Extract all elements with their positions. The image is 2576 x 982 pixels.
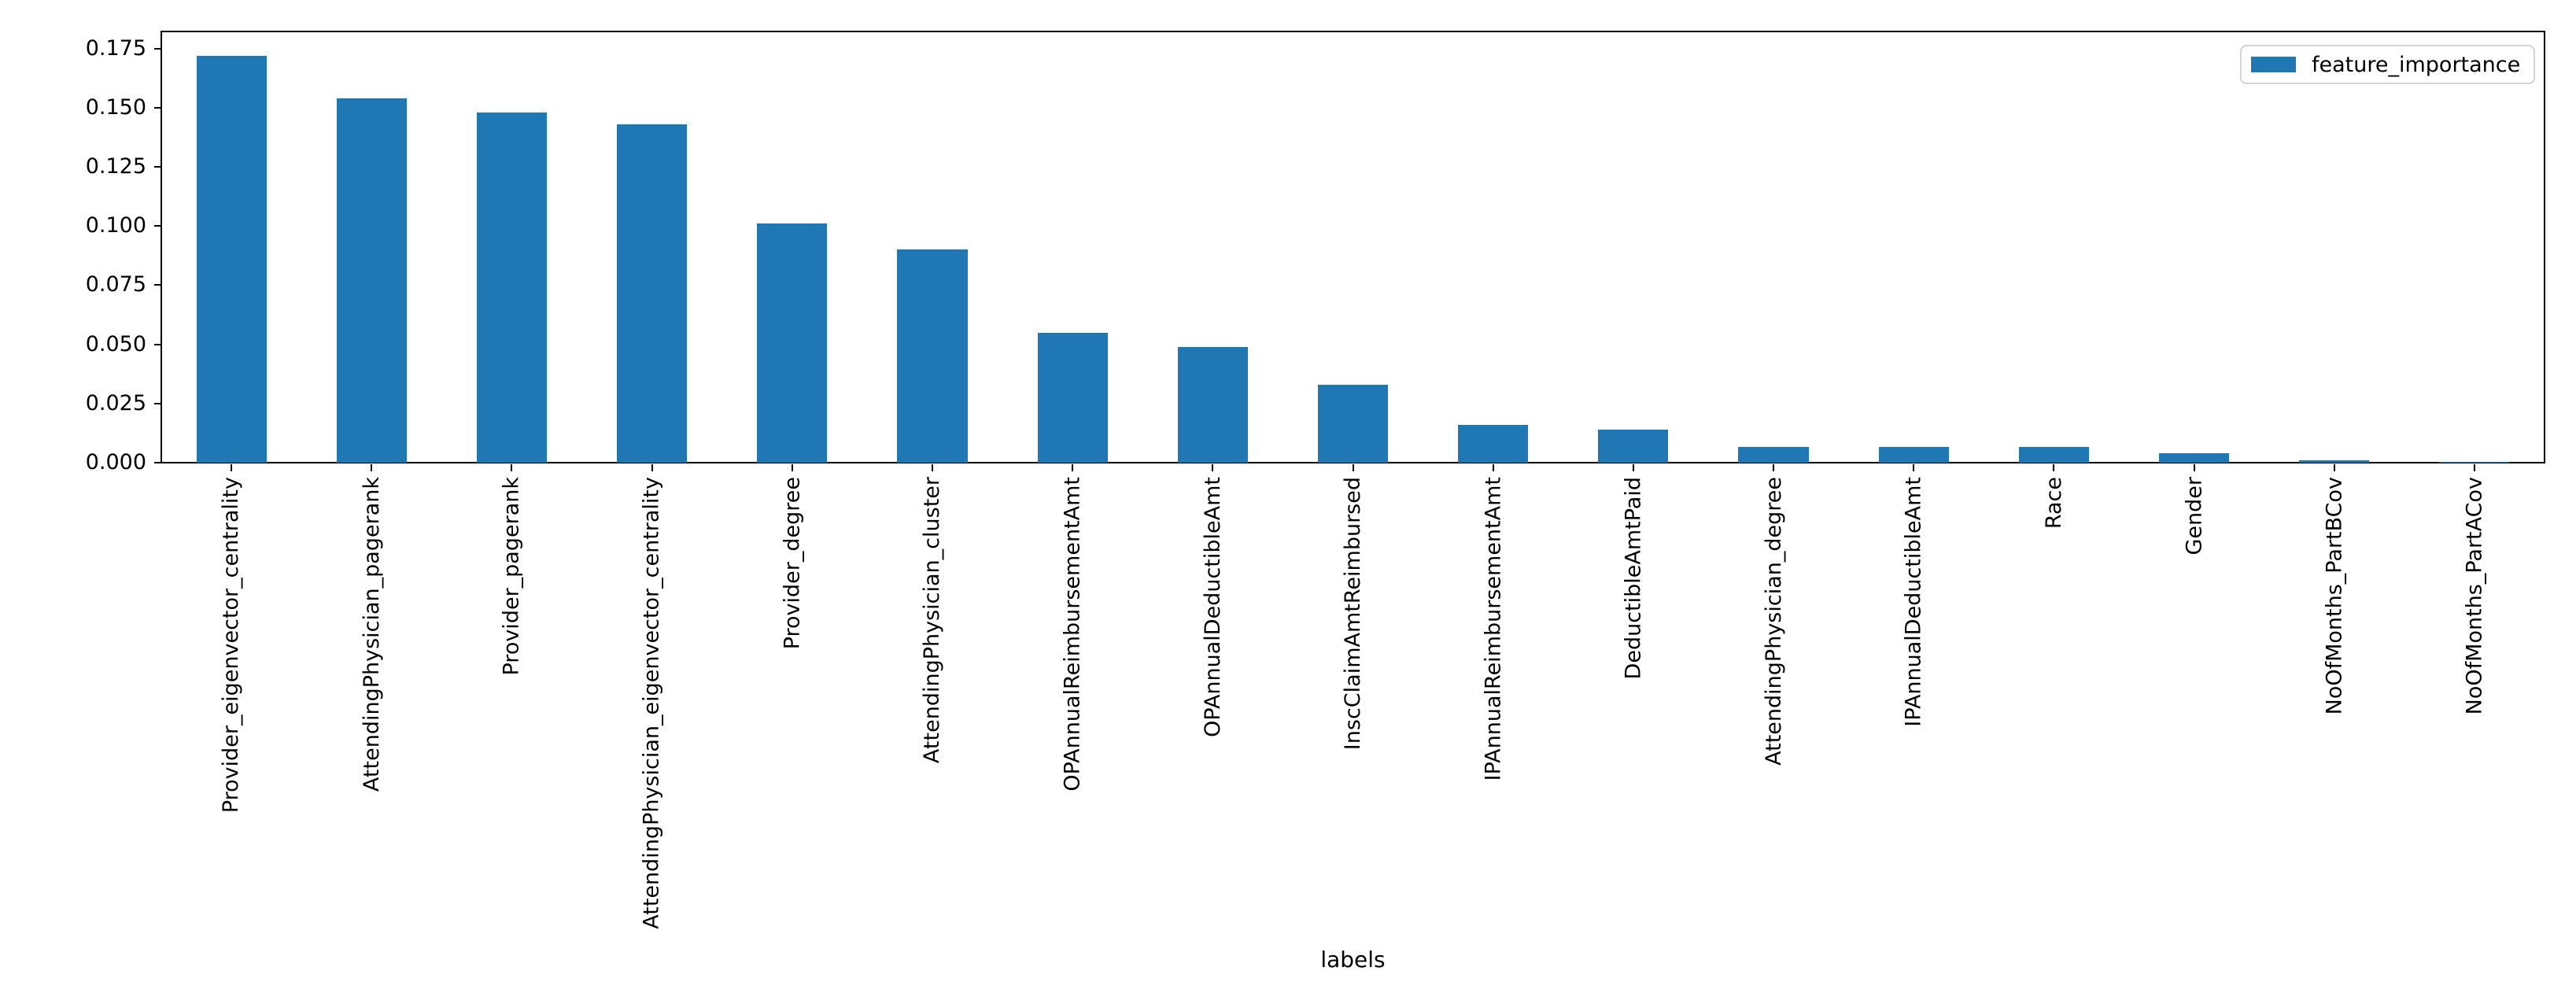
x-tick-mark: [1632, 464, 1634, 471]
x-tick-mark: [2333, 464, 2335, 471]
x-tick-label: Race: [2041, 477, 2066, 530]
bar: [1598, 430, 1669, 463]
x-tick-mark: [2053, 464, 2055, 471]
x-tick-label: OPAnnualReimbursementAmt: [1060, 477, 1085, 792]
y-tick-mark: [154, 166, 161, 168]
bar: [336, 98, 407, 463]
x-tick-mark: [1212, 464, 1214, 471]
y-tick-mark: [154, 402, 161, 404]
x-tick-mark: [1352, 464, 1354, 471]
x-tick-mark: [2473, 464, 2475, 471]
x-tick-label: Provider_pagerank: [499, 477, 524, 676]
x-tick-mark: [931, 464, 933, 471]
x-tick-label: AttendingPhysician_eigenvector_centralit…: [640, 477, 665, 929]
x-tick-mark: [1072, 464, 1074, 471]
x-tick-mark: [1773, 464, 1775, 471]
x-tick-label: AttendingPhysician_cluster: [920, 477, 945, 764]
x-tick-mark: [371, 464, 373, 471]
y-tick-label: 0.100: [85, 213, 146, 238]
x-tick-label: IPAnnualReimbursementAmt: [1481, 477, 1506, 781]
legend: feature_importance: [2240, 45, 2535, 84]
x-tick-label: AttendingPhysician_pagerank: [359, 477, 384, 792]
x-tick-label: DeductibleAmtPaid: [1621, 477, 1646, 680]
x-tick-label: AttendingPhysician_degree: [1761, 477, 1786, 766]
y-tick-mark: [154, 284, 161, 286]
bar: [1878, 447, 1949, 463]
y-tick-mark: [154, 343, 161, 345]
bar: [196, 56, 267, 463]
x-tick-label: Provider_degree: [780, 477, 805, 650]
x-tick-mark: [2193, 464, 2195, 471]
y-tick-label: 0.025: [85, 390, 146, 415]
y-tick-label: 0.075: [85, 272, 146, 297]
y-tick-label: 0.175: [85, 35, 146, 61]
x-tick-label: NoOfMonths_PartACov: [2462, 477, 2487, 715]
bar: [897, 249, 968, 463]
bar: [1317, 385, 1389, 463]
y-tick-label: 0.125: [85, 154, 146, 179]
bar: [1177, 347, 1248, 463]
bar: [617, 124, 688, 463]
y-tick-label: 0.000: [85, 450, 146, 474]
legend-label: feature_importance: [2312, 52, 2521, 77]
x-tick-mark: [1492, 464, 1494, 471]
x-tick-mark: [511, 464, 513, 471]
y-tick-mark: [154, 225, 161, 227]
x-tick-mark: [791, 464, 793, 471]
y-tick-mark: [154, 462, 161, 463]
x-tick-label: Gender: [2182, 477, 2207, 556]
bar: [2159, 453, 2230, 463]
x-tick-label: InscClaimAmtReimbursed: [1341, 477, 1365, 751]
bar: [2299, 460, 2370, 463]
bar: [2018, 447, 2089, 463]
x-tick-label: NoOfMonths_PartBCov: [2322, 477, 2347, 715]
y-tick-mark: [154, 47, 161, 50]
bar: [476, 113, 547, 463]
x-axis-title: labels: [1320, 947, 1386, 973]
y-tick-label: 0.050: [85, 331, 146, 356]
bar: [1458, 425, 1529, 463]
x-tick-mark: [651, 464, 653, 471]
x-tick-mark: [231, 464, 233, 471]
x-tick-label: OPAnnualDeductibleAmt: [1200, 477, 1225, 737]
x-tick-label: Provider_eigenvector_centrality: [219, 477, 244, 814]
y-tick-label: 0.150: [85, 94, 146, 120]
bar: [1738, 447, 1809, 463]
bar: [2439, 462, 2510, 463]
bar: [757, 223, 828, 463]
x-tick-mark: [1913, 464, 1915, 471]
legend-swatch: [2251, 57, 2296, 72]
bar: [1037, 333, 1108, 463]
y-tick-mark: [154, 106, 161, 109]
x-tick-label: IPAnnualDeductibleAmt: [1901, 477, 1926, 727]
